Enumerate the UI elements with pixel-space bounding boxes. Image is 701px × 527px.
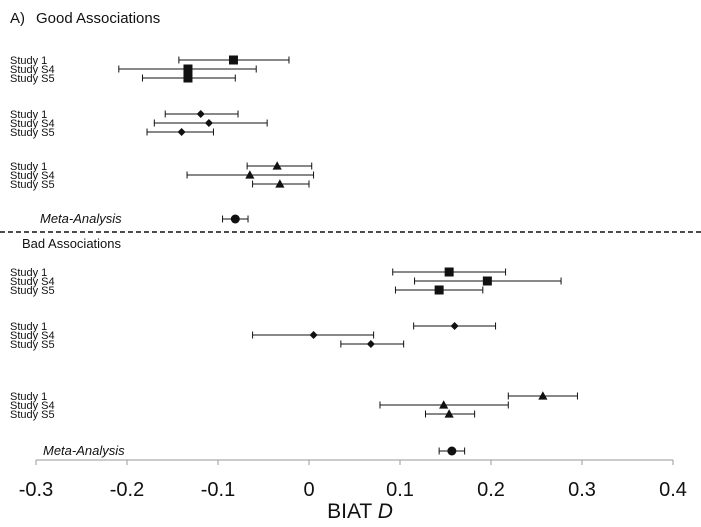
x-axis-label: BIAT D (327, 500, 393, 523)
bad-group3-row2-label: Study S4 (10, 400, 55, 412)
good-group1-row3-label: Study S5 (10, 73, 55, 85)
bad-meta-label: Meta-Analysis (43, 443, 125, 458)
good-meta-point (230, 214, 240, 224)
bad-group1-row1-label: Study 1 (10, 267, 47, 279)
x-tick-label-2: -0.1 (201, 479, 235, 501)
x-tick-label-5: 0.2 (477, 479, 505, 501)
bad-group2-row3-point (366, 340, 375, 348)
bad-group3-row1-point (538, 391, 548, 400)
x-axis-ticks: -0.3 -0.2 -0.1 0 0.1 0.2 0.3 0.4 (19, 460, 687, 501)
x-axis-label-symbol: D (378, 500, 393, 523)
good-group3-row1-point (272, 161, 282, 170)
good-group1-row1-point (228, 55, 238, 65)
x-tick-label-1: -0.2 (110, 479, 144, 501)
x-tick-label-7: 0.4 (659, 479, 687, 501)
bad-group2-row3-label: Study S5 (10, 339, 55, 351)
bad-group2-row1-point (450, 322, 459, 330)
bad-group1-row3-label: Study S5 (10, 285, 55, 297)
panel-label: A) (10, 10, 25, 27)
good-group1-row1-label: Study 1 (10, 55, 47, 67)
bad-group2-row2-label: Study S4 (10, 330, 55, 342)
bad-group1-row2-label: Study S4 (10, 276, 55, 288)
bad-group3-row3-label: Study S5 (10, 409, 55, 421)
x-axis-label-text: BIAT (327, 500, 378, 523)
good-group3-row3-point (275, 179, 285, 188)
bad-group1-row2-point (482, 276, 492, 286)
bad-group3-row2-point (439, 400, 449, 409)
bad-group2-row2-point (309, 331, 318, 339)
good-group2-row2-label: Study S4 (10, 118, 55, 130)
bad-meta-point (447, 446, 457, 456)
good-group1-row3-point (183, 73, 193, 83)
good-group1-row2-label: Study S4 (10, 64, 55, 76)
good-group3-row2-point (245, 170, 255, 179)
good-group3-row1-label: Study 1 (10, 161, 47, 173)
bad-group1-row1-point (444, 267, 454, 277)
bad-group2-row1-label: Study 1 (10, 321, 47, 333)
bad-group1-row3-point (434, 285, 444, 295)
bad-group3-row3-point (444, 409, 454, 418)
x-tick-label-6: 0.3 (568, 479, 596, 501)
section-title-good: Good Associations (36, 10, 160, 27)
good-group2-row3-label: Study S5 (10, 127, 55, 139)
section-title-bad: Bad Associations (22, 236, 122, 251)
good-group2-row1-label: Study 1 (10, 109, 47, 121)
good-group2-row1-point (196, 110, 205, 118)
x-tick-label-4: 0.1 (386, 479, 414, 501)
good-group2-row3-point (177, 128, 186, 136)
x-tick-label-3: 0 (303, 479, 314, 501)
bad-group3-row1-label: Study 1 (10, 391, 47, 403)
good-group3-row2-label: Study S4 (10, 170, 55, 182)
good-group2-row2-point (204, 119, 213, 127)
good-group3-row3-label: Study S5 (10, 179, 55, 191)
good-group1-row2-point (183, 64, 193, 74)
x-tick-label-0: -0.3 (19, 479, 53, 501)
good-meta-label: Meta-Analysis (40, 211, 122, 226)
